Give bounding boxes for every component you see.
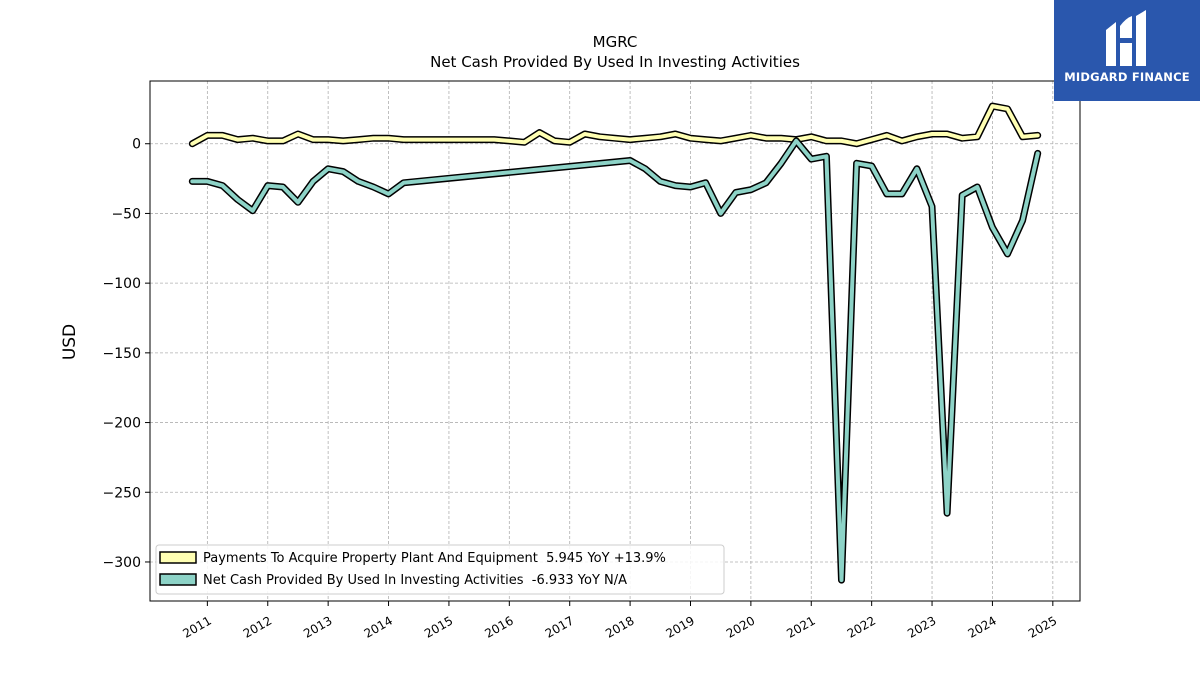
y-tick-label: −50: [111, 206, 141, 222]
plot-frame: [149, 80, 1081, 602]
y-tick-label: −200: [103, 416, 141, 432]
series-line-0: [190, 104, 1040, 146]
x-tick-label: 2013: [301, 613, 334, 640]
y-tick-label: 0: [132, 137, 141, 153]
y-tick-label: −100: [103, 276, 141, 292]
y-tick-label: −150: [103, 346, 141, 362]
chart-subtitle: Net Cash Provided By Used In Investing A…: [430, 53, 800, 71]
series-line-outline-1: [188, 137, 1042, 584]
x-tick-label: 2017: [543, 613, 576, 640]
brand-name: MIDGARD FINANCE: [1064, 70, 1190, 84]
legend-box: [155, 544, 725, 595]
chart-title: MGRC: [593, 33, 638, 51]
y-tick-label: −300: [103, 555, 141, 571]
legend: Payments To Acquire Property Plant And E…: [155, 544, 725, 595]
legend-swatch-investing: [159, 573, 197, 586]
legend-label-ppe: Payments To Acquire Property Plant And E…: [203, 551, 666, 566]
series-lines: [188, 102, 1042, 584]
x-tick-label: 2018: [603, 613, 636, 640]
y-axis-label: USD: [60, 324, 80, 360]
legend-swatch-ppe: [159, 551, 197, 564]
x-tick-label: 2023: [905, 613, 938, 640]
x-tick-label: 2015: [422, 613, 455, 640]
x-tick-label: 2024: [965, 613, 998, 640]
logo-mark-icon: [1106, 10, 1146, 66]
x-tick-label: 2016: [482, 613, 515, 640]
x-tick-label: 2025: [1026, 613, 1059, 640]
x-tick-label: 2014: [362, 613, 395, 640]
x-tick-label: 2020: [724, 613, 757, 640]
brand-logo: MIDGARD FINANCE: [1054, 0, 1200, 101]
x-tick-label: 2019: [664, 613, 697, 640]
x-tick-label: 2022: [845, 613, 878, 640]
x-tick-label: 2021: [784, 613, 817, 640]
y-tick-label: −250: [103, 485, 141, 501]
series-line-1: [190, 138, 1040, 583]
x-tick-label: 2012: [241, 613, 274, 640]
x-tick-label: 2011: [180, 613, 213, 640]
legend-label-investing: Net Cash Provided By Used In Investing A…: [203, 573, 627, 588]
